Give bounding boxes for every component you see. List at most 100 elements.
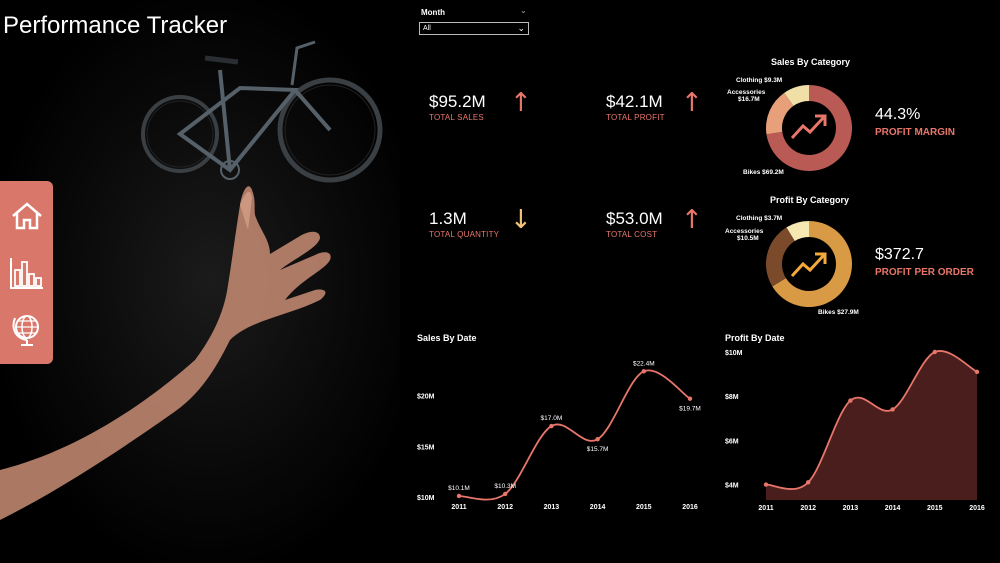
x-tick-label: 2012 — [497, 504, 513, 511]
profit-by-date-chart[interactable]: $4M $6M $8M $10M 2011 2012 2013 2014 2015 2016 — [715, 340, 1000, 515]
data-point[interactable] — [549, 423, 554, 429]
kpi-label: TOTAL SALES — [429, 113, 484, 122]
bicycle-image — [141, 40, 383, 183]
kpi-label: TOTAL QUANTITY — [429, 230, 500, 239]
globe-icon — [12, 314, 39, 346]
y-tick-label: $6M — [725, 438, 739, 445]
trend-up-arrow-icon: ↑ — [510, 88, 532, 118]
kpi-total-profit: $42.1M TOTAL PROFIT — [606, 92, 665, 122]
data-point[interactable] — [974, 369, 980, 375]
data-point[interactable] — [890, 407, 895, 412]
profit-margin-card: 44.3% PROFIT MARGIN — [875, 106, 955, 138]
kpi-label: TOTAL PROFIT — [606, 113, 665, 122]
x-tick-label: 2013 — [544, 504, 560, 511]
data-label: $10.3M — [494, 483, 516, 490]
month-slicer-label: Month — [421, 8, 445, 17]
month-slicer-dropdown[interactable]: All ⌄ — [419, 22, 529, 35]
hero-illustration — [0, 40, 383, 520]
data-label: $19.7M — [679, 406, 701, 413]
data-point[interactable] — [763, 482, 769, 487]
data-point[interactable] — [503, 491, 508, 497]
x-tick-label: 2016 — [969, 505, 985, 512]
trend-down-arrow-icon: ↓ — [510, 205, 532, 235]
data-label: $10.1M — [448, 485, 470, 492]
sales-by-date-chart[interactable]: $10M $15M $20M $10.1M 2011 $10.3M 2012 $17.0M 20… — [405, 345, 705, 515]
donut-label-accessories: Accessories $10.5M — [725, 228, 763, 243]
nav-map-button[interactable] — [7, 310, 47, 350]
donut-label-clothing: Clothing $3.7M — [736, 215, 783, 222]
kpi-total-cost: $53.0M TOTAL COST — [606, 209, 663, 239]
kpi-value: $42.1M — [606, 92, 663, 111]
donut-slice-bikes[interactable] — [766, 85, 852, 171]
donut-slice-clothing[interactable] — [784, 85, 809, 106]
x-tick-label: 2011 — [451, 504, 466, 511]
slicer-collapse-icon[interactable]: ⌄ — [520, 6, 527, 15]
data-label: $15.7M — [587, 446, 609, 453]
sales-by-category-title: Sales By Category — [771, 57, 851, 67]
sales-by-category-donut[interactable] — [765, 84, 853, 172]
home-icon — [11, 201, 42, 229]
data-point[interactable] — [595, 437, 600, 442]
kpi-total-sales: $95.2M TOTAL SALES — [429, 92, 486, 122]
profit-by-date-title: Profit By Date — [725, 333, 785, 343]
trend-up-icon — [790, 114, 827, 140]
x-tick-label: 2012 — [800, 505, 816, 512]
sales-line — [458, 369, 691, 501]
donut-label-bikes: Bikes $69.2M — [743, 169, 784, 176]
y-tick-label: $4M — [725, 483, 739, 490]
y-tick-label: $10M — [725, 350, 743, 357]
chevron-down-icon: ⌄ — [517, 23, 525, 33]
y-tick-label: $20M — [417, 394, 435, 401]
side-nav — [0, 181, 53, 364]
data-point[interactable] — [456, 493, 462, 499]
data-point[interactable] — [932, 349, 937, 355]
data-point[interactable] — [848, 398, 853, 403]
data-point[interactable] — [806, 480, 811, 485]
y-tick-label: $8M — [725, 394, 739, 401]
bar-chart-icon — [9, 257, 43, 289]
metric-label: PROFIT PER ORDER — [875, 267, 974, 278]
kpi-label: TOTAL COST — [606, 230, 658, 239]
donut-label-text: Accessories — [725, 228, 764, 235]
donut-label-bikes: Bikes $27.9M — [818, 309, 859, 316]
x-tick-label: 2011 — [758, 505, 773, 512]
data-label: $22.4M — [633, 360, 655, 367]
trend-up-icon — [790, 252, 827, 278]
x-tick-label: 2013 — [843, 505, 859, 512]
x-tick-label: 2014 — [885, 505, 901, 512]
donut-label-clothing: Clothing $9.3M — [736, 77, 783, 84]
donut-label-accessories: Accessories $16.7M — [727, 89, 765, 104]
metric-label: PROFIT MARGIN — [875, 127, 955, 138]
donut-slice-accessories[interactable] — [766, 92, 794, 135]
x-tick-label: 2014 — [590, 504, 606, 511]
metric-value: 44.3% — [875, 106, 921, 123]
sales-by-date-title: Sales By Date — [417, 333, 477, 343]
kpi-total-quantity: 1.3M TOTAL QUANTITY — [429, 209, 499, 239]
profit-by-category-title: Profit By Category — [770, 195, 850, 205]
donut-slice-clothing[interactable] — [786, 221, 809, 242]
trend-up-arrow-icon: ↑ — [681, 88, 703, 118]
x-tick-label: 2016 — [682, 504, 698, 511]
donut-slice-accessories[interactable] — [766, 227, 795, 287]
data-point[interactable] — [641, 369, 646, 374]
metric-value: $372.7 — [875, 246, 924, 263]
kpi-value: $95.2M — [429, 92, 486, 111]
kpi-value: $53.0M — [606, 209, 663, 228]
nav-home-button[interactable] — [7, 196, 47, 236]
profit-per-order-card: $372.7 PROFIT PER ORDER — [875, 246, 974, 278]
y-tick-label: $10M — [417, 495, 435, 502]
trend-up-arrow-icon: ↑ — [681, 205, 703, 235]
donut-label-text: $16.7M — [738, 96, 760, 104]
month-slicer-value: All — [423, 25, 431, 32]
data-label: $17.0M — [541, 415, 563, 422]
kpi-value: 1.3M — [429, 209, 467, 228]
profit-by-category-donut[interactable] — [765, 220, 853, 308]
data-point[interactable] — [687, 396, 693, 401]
nav-analytics-button[interactable] — [7, 253, 47, 293]
profit-area — [766, 350, 977, 500]
donut-slice-bikes[interactable] — [772, 221, 852, 307]
hand-image — [0, 186, 331, 520]
donut-label-text: $10.5M — [737, 235, 759, 243]
x-tick-label: 2015 — [927, 505, 943, 512]
page-title: Performance Tracker — [3, 12, 228, 39]
